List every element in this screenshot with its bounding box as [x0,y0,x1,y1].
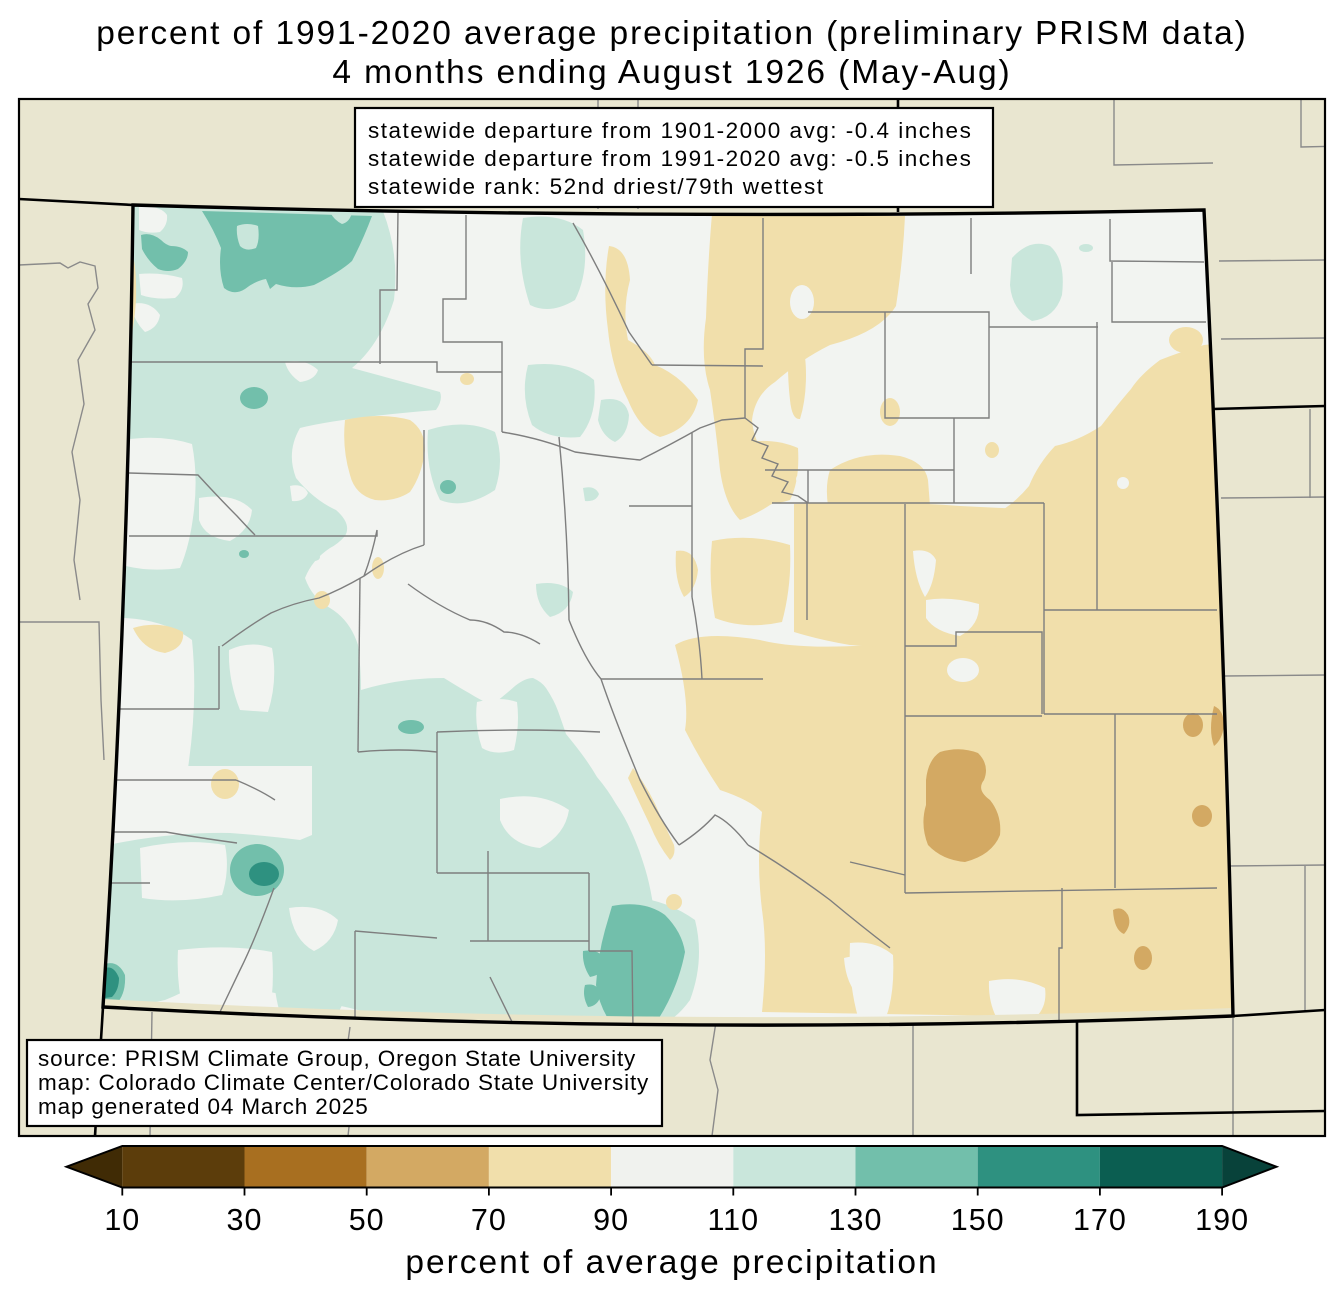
svg-text:4 months ending August 1926 (M: 4 months ending August 1926 (May-Aug) [332,54,1011,91]
svg-text:percent of 1991-2020 average p: percent of 1991-2020 average precipitati… [96,15,1247,52]
svg-text:90: 90 [593,1203,629,1237]
svg-text:statewide rank: 52nd driest/79: statewide rank: 52nd driest/79th wettest [368,174,824,199]
svg-text:30: 30 [227,1203,263,1237]
svg-text:10: 10 [104,1203,140,1237]
svg-text:130: 130 [829,1203,883,1237]
svg-text:statewide departure from 1901-: statewide departure from 1901-2000 avg: … [368,118,972,143]
svg-text:percent of average precipitati: percent of average precipitation [405,1244,938,1281]
svg-text:170: 170 [1073,1203,1127,1237]
svg-text:map: Colorado Climate Center/C: map: Colorado Climate Center/Colorado St… [38,1070,649,1095]
svg-text:statewide departure from 1991-: statewide departure from 1991-2020 avg: … [368,146,972,171]
svg-text:190: 190 [1195,1203,1249,1237]
svg-text:70: 70 [471,1203,507,1237]
svg-text:50: 50 [349,1203,385,1237]
svg-text:150: 150 [951,1203,1005,1237]
svg-text:map generated 04 March 2025: map generated 04 March 2025 [38,1094,369,1119]
svg-text:110: 110 [707,1203,759,1237]
svg-text:source: PRISM Climate Group, O: source: PRISM Climate Group, Oregon Stat… [38,1046,636,1071]
